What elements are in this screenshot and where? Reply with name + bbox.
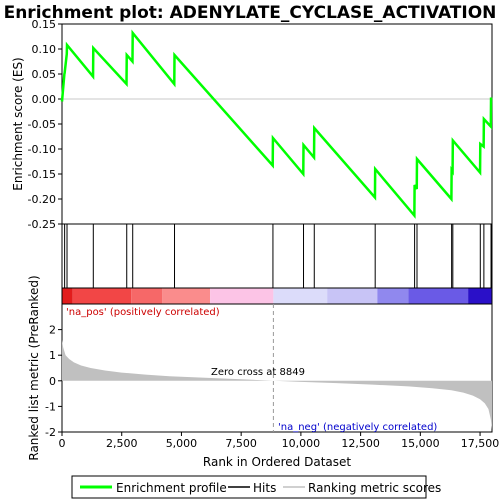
es-y-tick-label: -0.05 xyxy=(28,118,56,131)
x-tick-label: 0 xyxy=(59,437,66,450)
metric-fill xyxy=(62,339,492,430)
x-axis: 0 2,500 5,000 7,500 10,000 12,500 15,000 17,500 xyxy=(59,432,500,450)
color-bar-segment xyxy=(72,288,132,304)
es-line xyxy=(60,29,493,219)
metric-area xyxy=(62,339,492,430)
x-axis-label: Rank in Ordered Dataset xyxy=(203,455,351,469)
es-y-tick-label: 0.15 xyxy=(32,18,57,31)
legend-hits-label: Hits xyxy=(253,481,276,495)
color-bar-segment xyxy=(377,288,409,304)
color-bar-segment xyxy=(327,288,378,304)
color-bar-segment xyxy=(273,288,328,304)
metric-y-label: Ranked list metric (PreRanked) xyxy=(27,275,41,460)
es-y-tick-label: -0.15 xyxy=(28,168,56,181)
x-tick-label: 7,500 xyxy=(225,437,257,450)
x-tick-label: 2,500 xyxy=(106,437,138,450)
legend-enrichment-label: Enrichment profile xyxy=(116,481,227,495)
metric-y-tick-label: 0 xyxy=(49,375,56,388)
x-tick-label: 10,000 xyxy=(282,437,321,450)
hits-marks xyxy=(64,224,492,288)
es-y-tick-label: 0.00 xyxy=(32,93,57,106)
ranking-color-bar xyxy=(62,288,492,304)
na-neg-label: 'na_neg' (negatively correlated) xyxy=(278,422,437,433)
es-series xyxy=(60,29,493,219)
es-y-tick-label: 0.10 xyxy=(32,43,57,56)
color-bar-segment xyxy=(468,288,492,304)
color-bar-segment xyxy=(162,288,211,304)
metric-y-tick-label: 1 xyxy=(49,349,56,362)
metric-y-tick-label: -1 xyxy=(45,400,56,413)
color-bar-segment xyxy=(210,288,274,304)
es-y-axis: 0.15 0.10 0.05 0.00 -0.05 -0.10 -0.15 -0.20 -0.2… xyxy=(28,18,62,231)
color-bar-segment xyxy=(62,288,73,304)
metric-panel-frame xyxy=(61,303,493,433)
metric-y-tick-label: -2 xyxy=(45,426,56,439)
es-y-tick-label: -0.10 xyxy=(28,143,56,156)
x-tick-label: 17,500 xyxy=(461,437,500,450)
metric-y-axis: 2 1 0 -1 -2 xyxy=(45,324,62,439)
es-y-tick-label: 0.05 xyxy=(32,68,57,81)
chart-title: Enrichment plot: ADENYLATE_CYCLASE_ACTIV… xyxy=(4,3,497,23)
es-y-label: Enrichment score (ES) xyxy=(11,57,25,190)
hits-panel-frame xyxy=(61,223,493,289)
zero-cross-label: Zero cross at 8849 xyxy=(211,367,305,378)
es-y-tick-label: -0.20 xyxy=(28,193,56,206)
metric-y-tick-label: 2 xyxy=(49,324,56,337)
x-tick-label: 5,000 xyxy=(166,437,198,450)
x-tick-label: 15,000 xyxy=(401,437,440,450)
color-bar-segment xyxy=(408,288,469,304)
es-y-tick-label: -0.25 xyxy=(28,218,56,231)
na-pos-label: 'na_pos' (positively correlated) xyxy=(66,307,220,318)
x-tick-label: 12,500 xyxy=(341,437,380,450)
color-bar-segment xyxy=(131,288,163,304)
legend-metric-label: Ranking metric scores xyxy=(308,481,441,495)
